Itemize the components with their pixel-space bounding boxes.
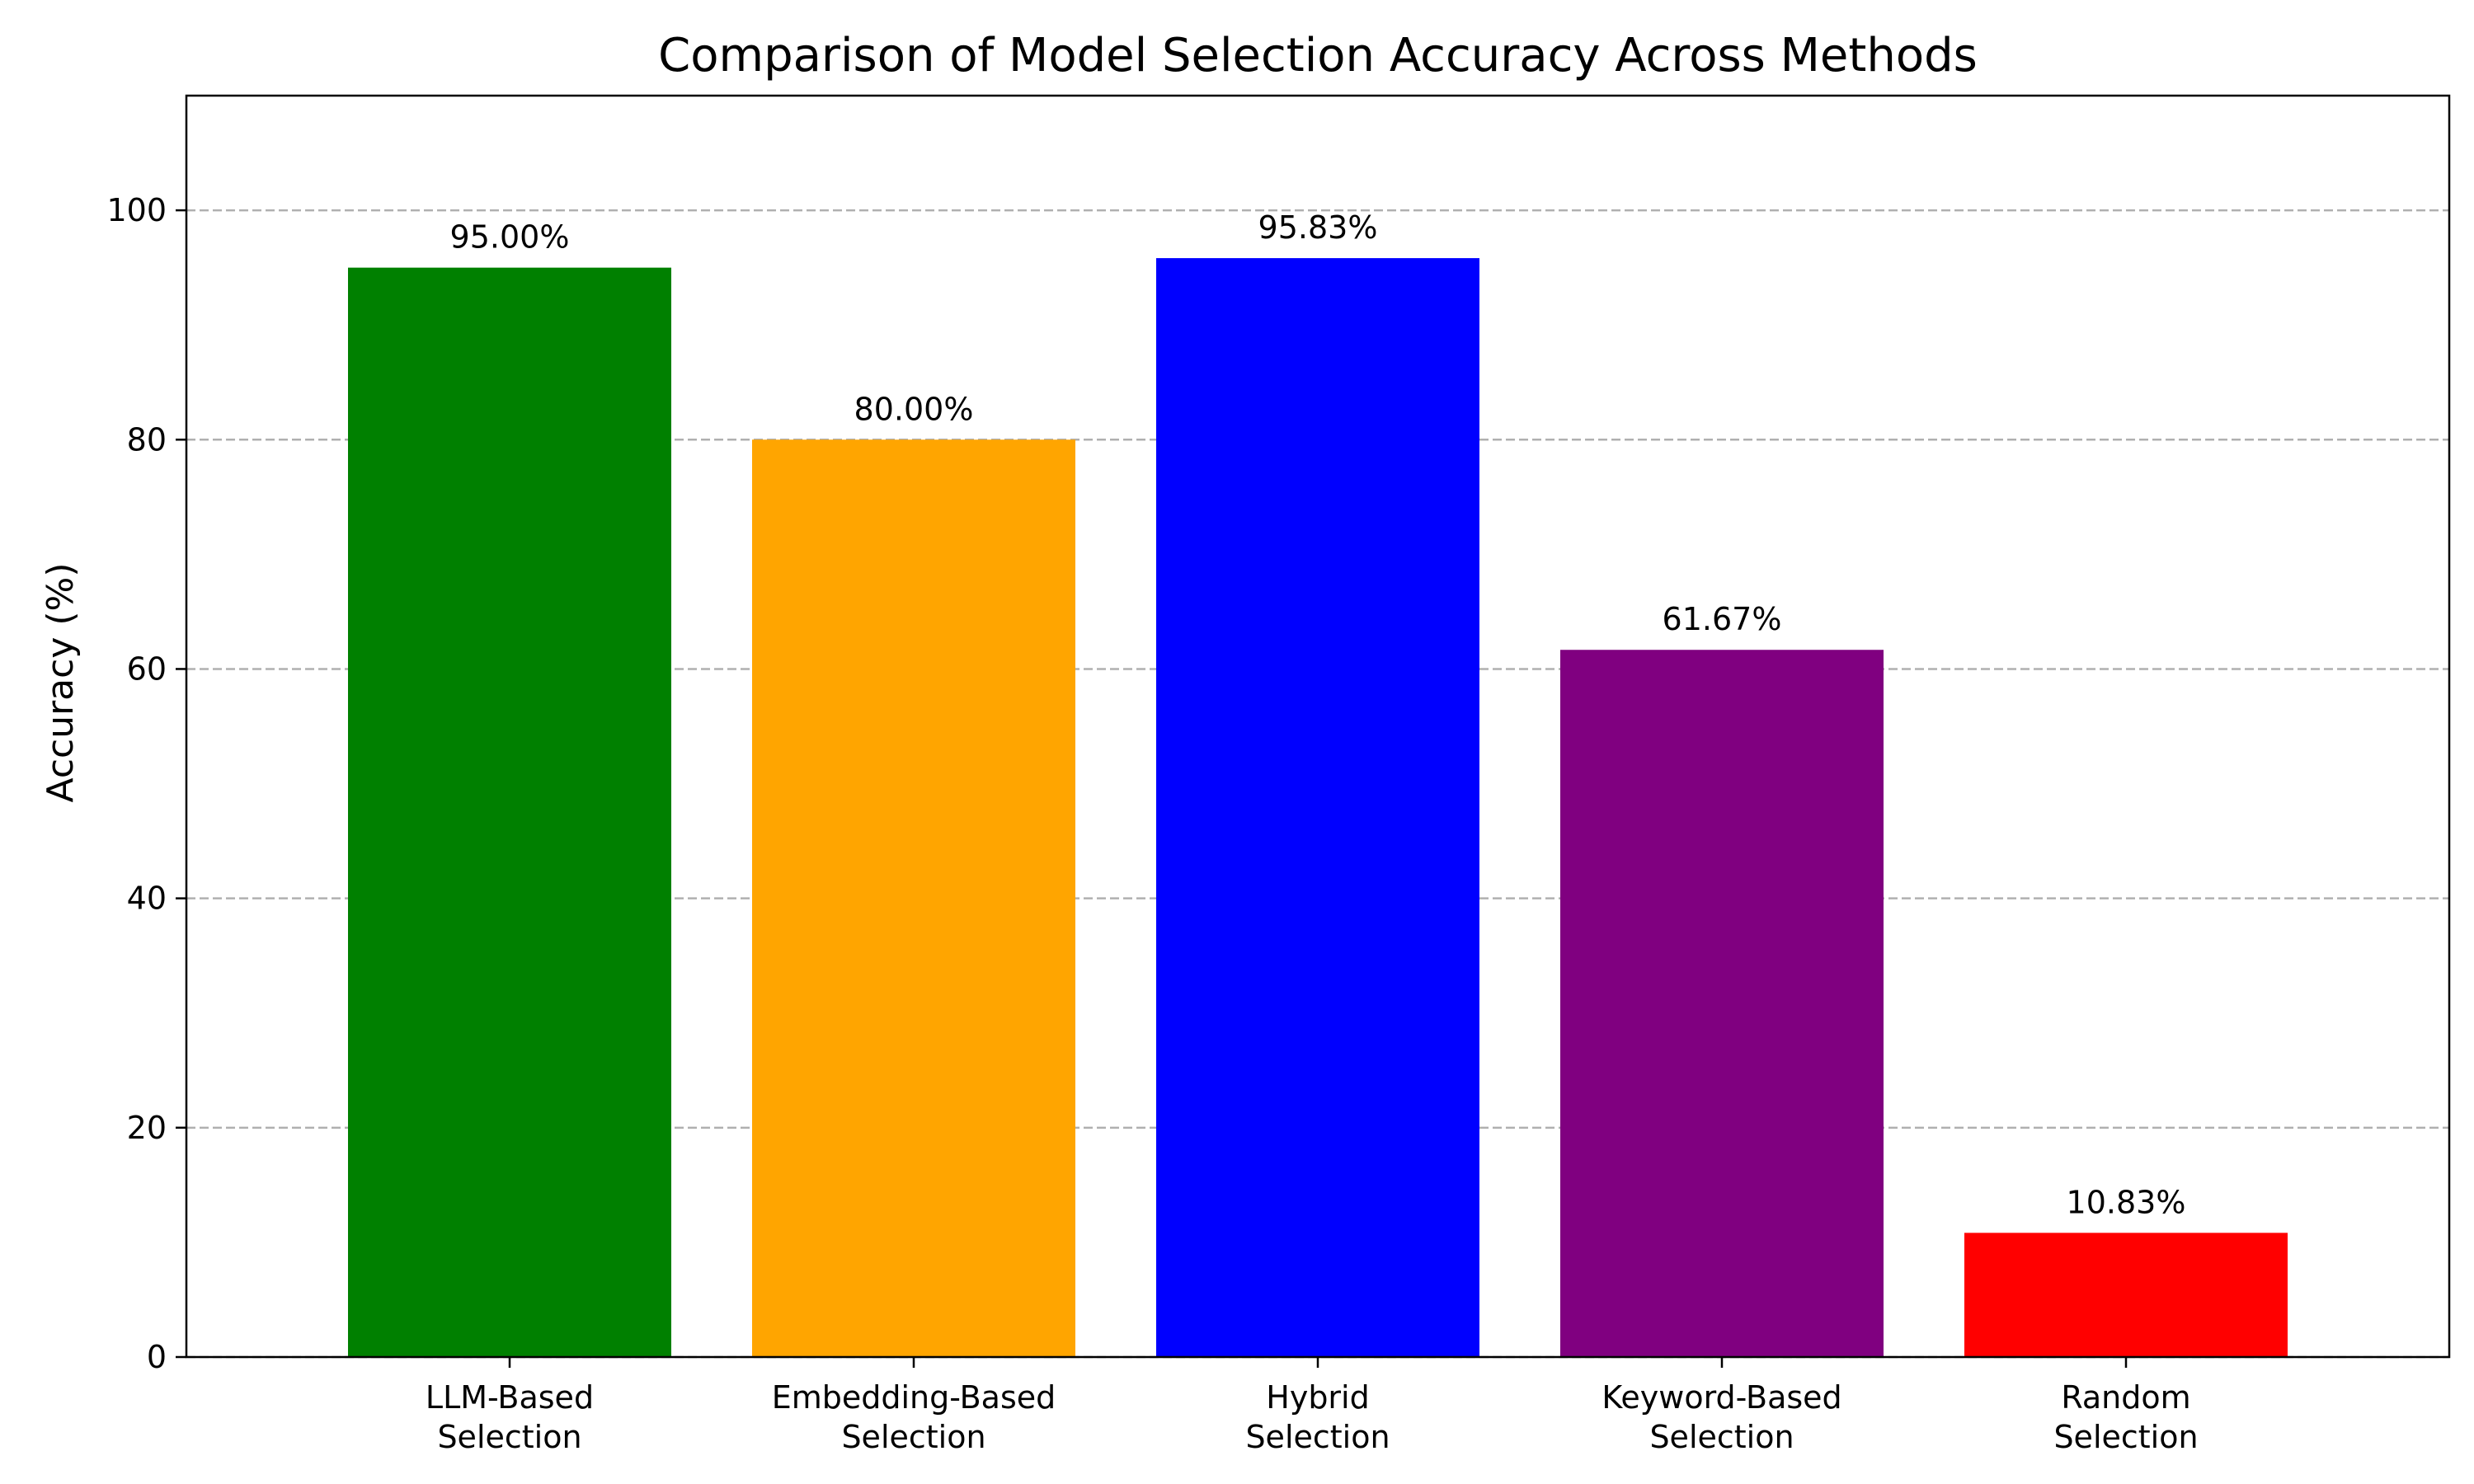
y-tick-label: 60 xyxy=(127,650,167,687)
plot-frame xyxy=(185,94,2451,1359)
bars xyxy=(348,258,2288,1358)
y-axis-label: Accuracy (%) xyxy=(40,562,82,802)
x-tick-label: Embedding-Based Selection xyxy=(772,1379,1056,1455)
bar-value-label: 61.67% xyxy=(1663,601,1782,637)
x-tick-label-line: Selection xyxy=(841,1419,985,1455)
x-tick-label-line: Selection xyxy=(1245,1419,1390,1455)
x-tick-label-line: Selection xyxy=(1649,1419,1794,1455)
bar-value-label: 95.00% xyxy=(450,219,570,256)
bar-value-label: 80.00% xyxy=(854,391,974,427)
bar xyxy=(1964,1233,2288,1357)
x-tick-label: Hybrid Selection xyxy=(1245,1379,1390,1455)
bar xyxy=(348,267,671,1357)
bar xyxy=(1156,258,1479,1358)
x-tick-label-line: Selection xyxy=(2053,1419,2198,1455)
bar xyxy=(1560,650,1884,1357)
y-tick-label: 80 xyxy=(127,421,167,458)
chart-title: Comparison of Model Selection Accuracy A… xyxy=(658,29,1978,82)
bar-value-label: 10.83% xyxy=(2067,1184,2186,1220)
y-tick-label: 40 xyxy=(127,881,167,917)
y-tick-label: 0 xyxy=(147,1339,167,1375)
bar-value-label: 95.83% xyxy=(1258,209,1378,246)
y-tick-label: 20 xyxy=(127,1110,167,1146)
x-tick-label-line: Keyword-Based xyxy=(1602,1379,1841,1416)
x-tick-label-line: Hybrid xyxy=(1266,1379,1370,1416)
x-tick-label: Random Selection xyxy=(2053,1379,2198,1455)
x-tick-label-line: Embedding-Based xyxy=(772,1379,1056,1416)
x-tick-label-line: LLM-Based xyxy=(426,1379,594,1416)
y-tick-label: 100 xyxy=(106,192,167,228)
bar xyxy=(752,439,1075,1357)
x-tick-label-line: Random xyxy=(2061,1379,2190,1416)
x-tick-label-line: Selection xyxy=(437,1419,581,1455)
value-labels: 95.00% 80.00% 95.83% 61.67% 10.83% xyxy=(450,209,2186,1220)
x-tick-label: Keyword-Based Selection xyxy=(1602,1379,1841,1455)
x-tick-label: LLM-Based Selection xyxy=(426,1379,594,1455)
